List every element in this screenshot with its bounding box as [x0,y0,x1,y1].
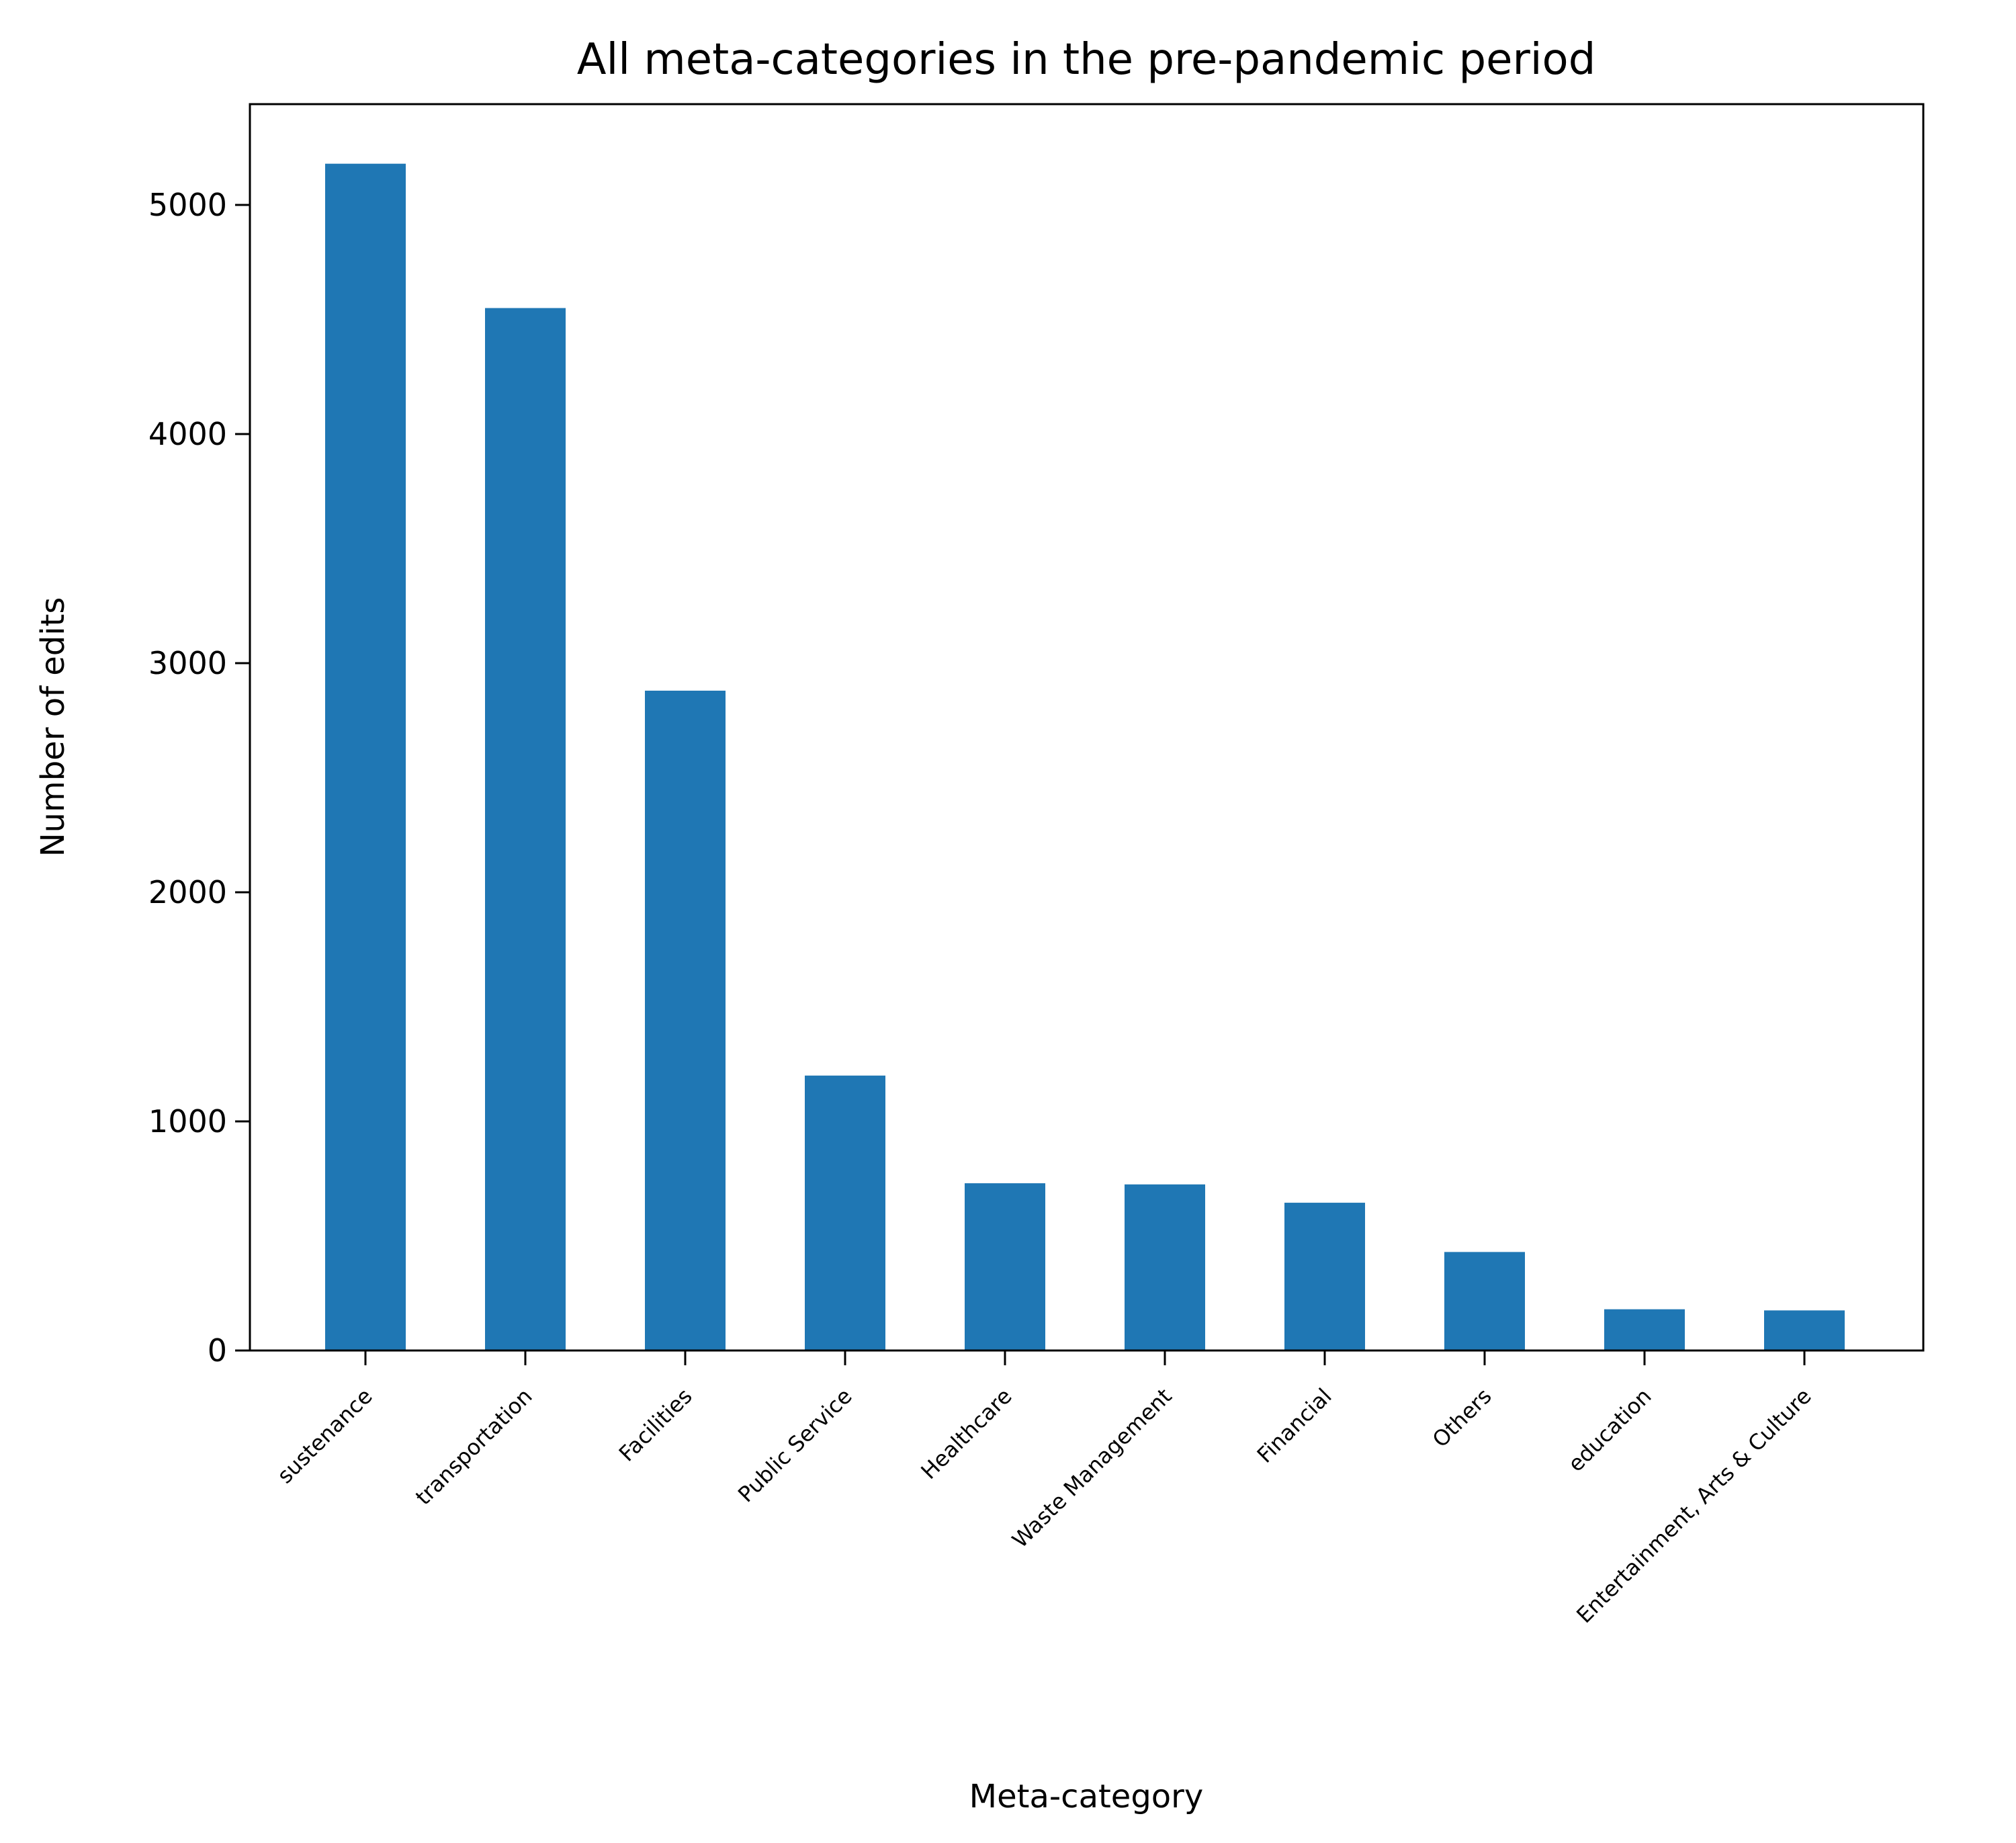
plot-frame [249,103,1925,1352]
x-tick-label: education [1563,1383,1657,1477]
bar-entertainment-arts-culture [1764,1310,1845,1351]
plot-area: 0 1000 2000 3000 4000 5000 sustenance transpor… [148,103,1925,1628]
bar-transportation [485,308,566,1351]
bar-facilities [645,690,726,1351]
bar-education [1604,1309,1685,1351]
x-tick-label: Others [1428,1383,1497,1453]
bar-others [1444,1252,1525,1351]
x-tick-label: Financial [1252,1383,1337,1468]
chart-title: All meta-categories in the pre-pandemic … [577,35,1596,85]
y-tick-label: 4000 [148,416,227,452]
bar-waste-management [1125,1184,1205,1351]
bar-healthcare [965,1183,1045,1351]
bars [325,163,1845,1351]
y-axis-label: Number of edits [34,597,72,857]
x-tick-label: transportation [410,1383,537,1510]
y-tick-label: 5000 [148,187,227,223]
x-tick-label: Facilities [614,1383,697,1467]
x-tick-label: Waste Management [1007,1383,1176,1553]
bar-sustenance [325,163,406,1351]
x-axis-label: Meta-category [969,1778,1204,1815]
x-tick-label: Healthcare [916,1383,1016,1484]
y-tick-label: 2000 [148,874,227,910]
bar-public-service [805,1075,885,1351]
y-tick-label: 1000 [148,1103,227,1140]
x-tick-label: sustenance [272,1383,377,1488]
bar-financial [1284,1203,1365,1351]
y-tick-label: 0 [208,1332,227,1369]
y-axis: 0 1000 2000 3000 4000 5000 [148,187,250,1369]
x-tick-label: Public Service [733,1383,857,1508]
x-axis: sustenance transportation Facilities Public… [272,1351,1816,1628]
y-tick-label: 3000 [148,645,227,681]
